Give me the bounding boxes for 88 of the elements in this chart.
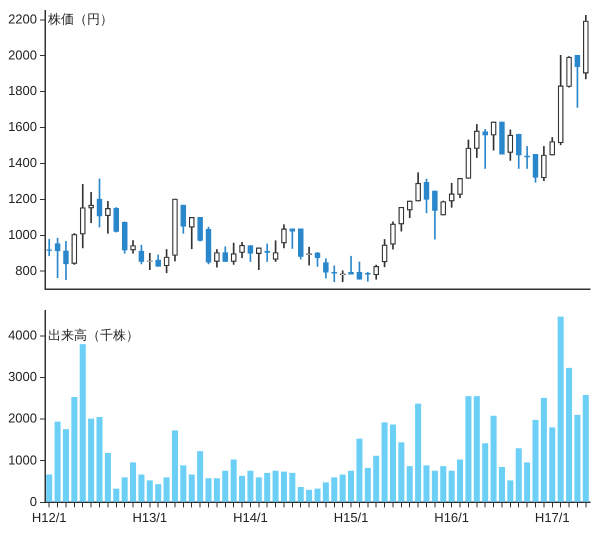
bar [62,429,69,502]
x-tick-label: H12/1 [32,510,67,525]
bar [146,480,153,502]
bar [474,396,480,502]
bar [130,462,136,502]
y-tick-label: 800 [15,262,37,278]
bar [440,466,446,502]
bar [540,398,547,502]
bar [566,368,572,502]
bar [465,396,472,502]
bar [230,460,237,502]
bar [507,480,514,502]
bar [71,397,78,502]
bar [532,420,539,502]
bar [46,474,52,502]
y-tick-label: 1000 [8,226,37,242]
bar [256,477,262,502]
bar [423,465,430,502]
x-tick-label: H14/1 [233,510,268,525]
bar [406,466,413,502]
y-axis-title: 株価（円） [47,11,113,26]
x-tick-label: H16/1 [434,510,470,525]
y-tick-label: 1200 [8,190,37,206]
bar [582,394,589,502]
y-tick-label: 3000 [8,369,37,384]
bar [415,404,422,502]
bar [113,488,120,502]
bar [247,470,254,502]
candlestick [54,238,60,278]
bar [314,488,321,502]
bar [280,472,287,502]
bar [138,474,144,502]
y-tick-label: 4000 [8,327,37,342]
x-tick-label: H13/1 [132,510,168,525]
bar [490,416,497,502]
bar [188,474,195,502]
bar [524,462,530,502]
bar [164,477,170,502]
bar [574,414,580,502]
bar [382,422,388,502]
y-tick-label: 2000 [8,410,37,426]
bar [180,465,186,502]
bar [549,427,556,502]
bar [306,490,312,502]
bar [104,452,111,502]
bar [398,442,404,502]
x-tick-label: H15/1 [334,510,368,525]
bar [222,470,228,502]
bar [348,470,354,502]
bar [558,316,564,502]
x-tick-label: H17/1 [534,510,570,525]
bar [448,470,455,502]
y-tick-label: 1800 [8,83,37,98]
bar [272,470,279,502]
bar [390,424,396,502]
y-tick-label: 1600 [8,119,37,134]
y-tick-label: 0 [30,494,37,509]
candlestick [574,55,580,108]
y-tick-label: 2000 [8,47,37,62]
bar [340,474,346,502]
bar [373,456,380,502]
bar [214,478,220,502]
bar [155,484,162,502]
y-tick-label: 1400 [8,155,37,170]
bar [172,430,178,502]
y-tick-label: 1000 [8,452,37,468]
bar [356,438,362,502]
bar [96,417,103,502]
bar [331,477,338,502]
bar [88,418,94,502]
bar [457,460,464,502]
bar [205,478,212,502]
bar [498,466,505,502]
bar [364,468,371,502]
bar [197,451,204,502]
bar [432,470,438,502]
bar [482,443,488,502]
bar [516,448,522,502]
bar [122,477,128,502]
bar [322,482,329,502]
bar [289,472,296,502]
y-tick-label: 2200 [8,11,37,26]
bar [264,472,270,502]
bar [298,486,304,502]
bar [239,476,246,502]
bar [80,344,86,502]
y-axis-title: 出来高（千株） [48,327,139,342]
bar [54,422,61,502]
